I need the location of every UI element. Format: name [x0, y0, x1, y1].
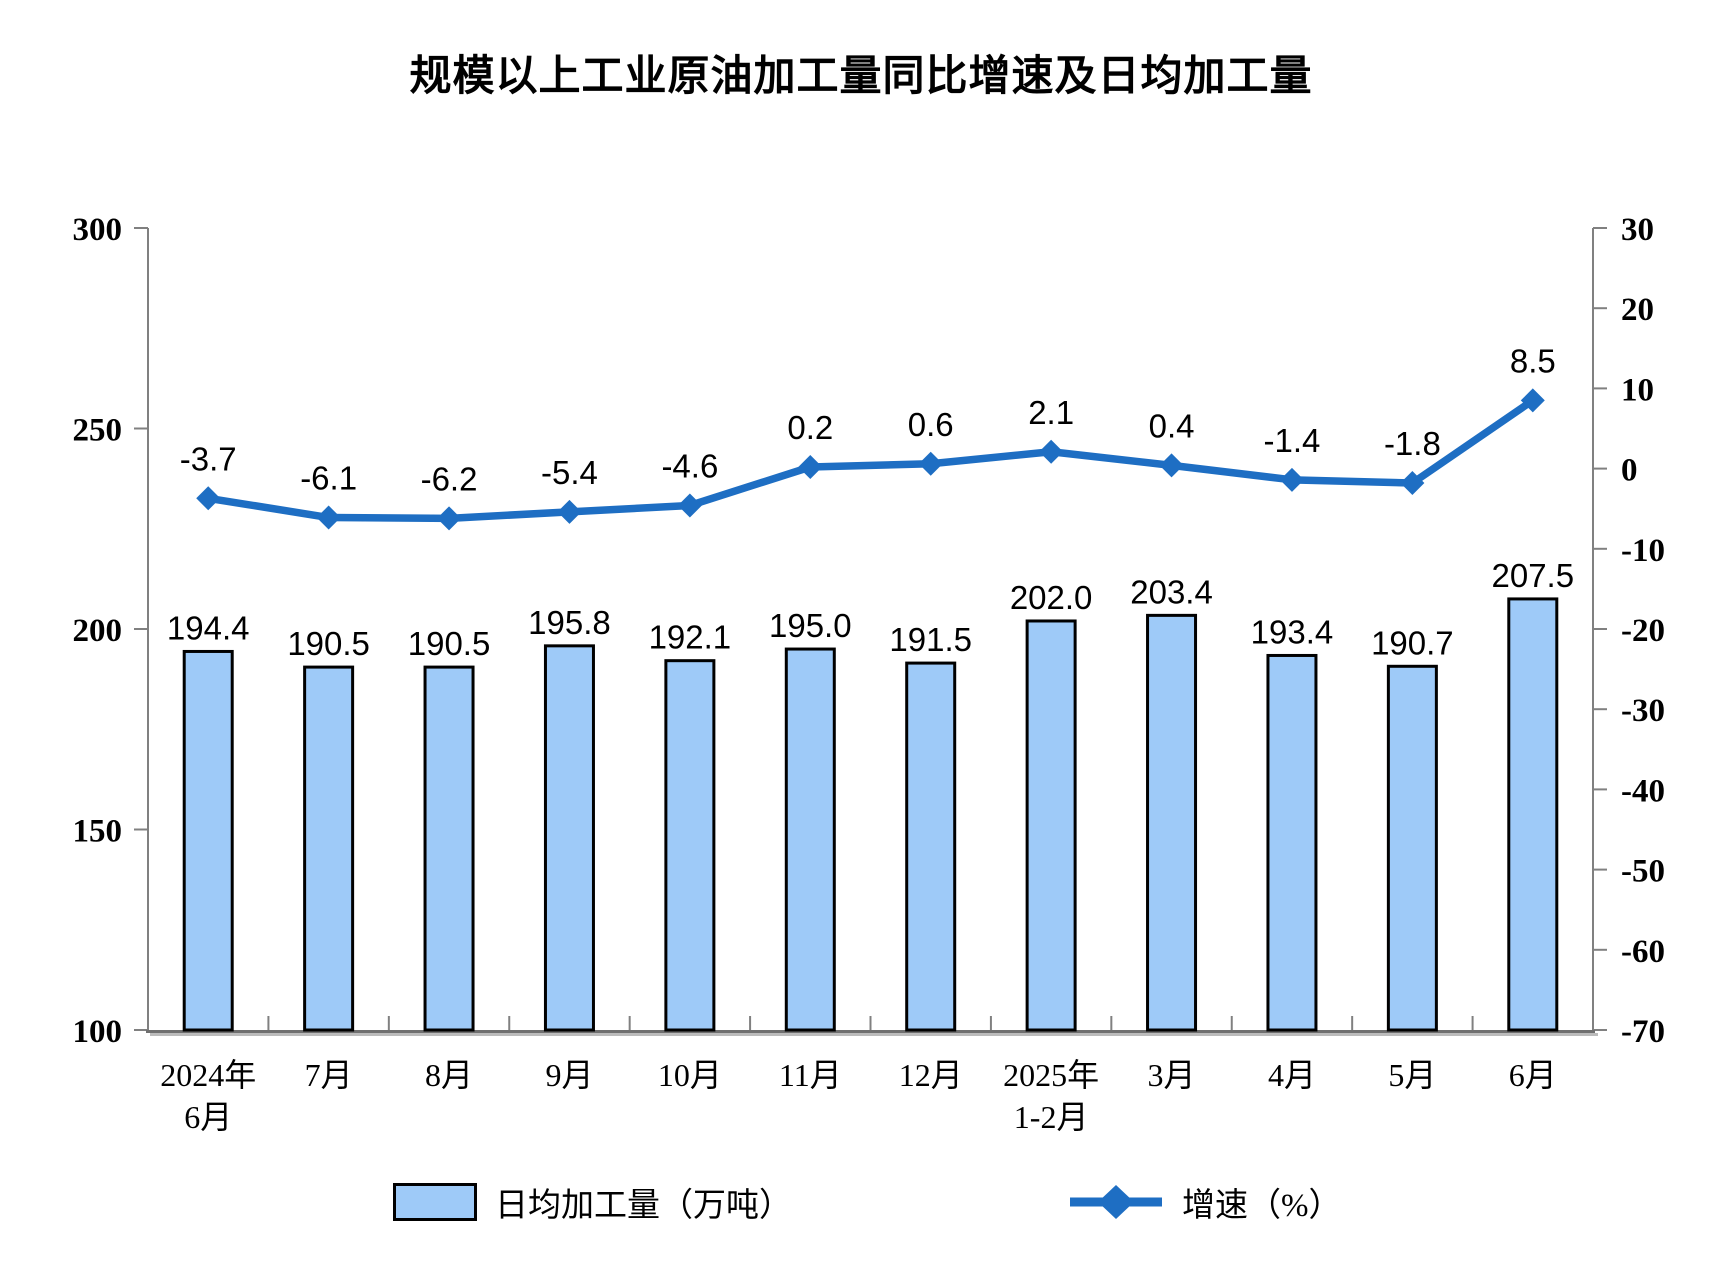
line-point-label: 0.6	[908, 406, 954, 443]
line-point	[1400, 471, 1425, 496]
legend-line-label: 增速（%）	[1182, 1188, 1342, 1224]
line-point	[1159, 453, 1184, 478]
left-axis-tick-label: 250	[73, 413, 123, 449]
right-axis-tick-label: -20	[1621, 613, 1665, 649]
bar-value-label: 190.5	[408, 625, 491, 662]
right-axis-tick-label: -40	[1621, 773, 1665, 809]
bar-value-label: 195.0	[769, 607, 852, 644]
bar	[182, 649, 234, 1032]
chart-title: 规模以上工业原油加工量同比增速及日均加工量	[409, 51, 1313, 100]
x-axis-label: 9月	[545, 1057, 593, 1093]
legend-item-line: 增速（%）	[1068, 1178, 1342, 1226]
line-point	[316, 505, 341, 530]
line-point-label: -1.8	[1384, 425, 1441, 462]
right-axis-tick-label: -10	[1621, 533, 1665, 569]
left-axis-tick-label: 150	[73, 814, 123, 850]
bar	[1266, 653, 1318, 1032]
bar	[1386, 664, 1438, 1032]
legend-item-bar: 日均加工量（万吨）	[393, 1178, 792, 1226]
bar	[664, 659, 716, 1032]
bar-swatch-icon	[393, 1183, 477, 1221]
legend-bar-label: 日均加工量（万吨）	[495, 1188, 792, 1224]
left-axis-tick-label: 300	[73, 212, 123, 248]
bar-value-label: 192.1	[649, 619, 732, 656]
bar-value-label: 207.5	[1491, 557, 1574, 594]
x-axis-label: 4月	[1268, 1057, 1316, 1093]
right-axis-tick-label: -50	[1621, 854, 1665, 890]
line-point-label: 0.2	[787, 409, 833, 446]
right-axis-tick-label: 0	[1621, 453, 1638, 489]
left-axis-tick-label: 200	[73, 613, 123, 649]
line-point-label: -3.7	[180, 440, 237, 477]
line-point-label: -1.4	[1264, 422, 1321, 459]
line-point-label: -5.4	[541, 454, 598, 491]
x-axis-label: 2024年 6月	[160, 1057, 256, 1135]
bar-value-label: 193.4	[1251, 613, 1334, 650]
right-axis-tick-label: 10	[1621, 372, 1654, 408]
bar-value-label: 190.5	[287, 625, 370, 662]
bar	[543, 644, 595, 1032]
right-axis-tick-label: 30	[1621, 212, 1654, 248]
bar-value-label: 190.7	[1371, 624, 1454, 661]
x-axis-label: 8月	[425, 1057, 473, 1093]
line-point-label: -6.2	[421, 460, 478, 497]
bar	[905, 661, 957, 1032]
line-point	[1039, 439, 1064, 464]
line-point	[677, 493, 702, 518]
bar	[1507, 597, 1559, 1032]
bar	[784, 647, 836, 1032]
line-point	[798, 454, 823, 479]
line-point-label: -6.1	[300, 460, 357, 497]
x-axis-label: 2025年 1-2月	[1003, 1057, 1099, 1135]
bar	[423, 665, 475, 1032]
x-axis-label: 10月	[658, 1057, 722, 1093]
line-point	[437, 506, 462, 531]
right-axis-tick-label: -30	[1621, 693, 1665, 729]
x-axis-label: 12月	[899, 1057, 963, 1093]
bar-value-label: 191.5	[889, 621, 972, 658]
bar	[1146, 613, 1198, 1032]
bar-value-label: 203.4	[1130, 573, 1213, 610]
right-axis-tick-label: 20	[1621, 292, 1654, 328]
line-point	[1520, 388, 1545, 413]
right-axis-tick-label: -60	[1621, 934, 1665, 970]
line-point-label: -4.6	[661, 447, 718, 484]
growth-line	[204, 396, 1537, 523]
bar-value-label: 195.8	[528, 604, 611, 641]
right-axis-tick-label: -70	[1621, 1014, 1665, 1050]
bar-value-label: 202.0	[1010, 579, 1093, 616]
bar	[1025, 619, 1077, 1032]
bar	[303, 665, 355, 1032]
x-axis-label: 11月	[779, 1057, 842, 1093]
line-point	[196, 486, 221, 511]
x-axis-label: 7月	[305, 1057, 353, 1093]
line-point	[557, 499, 582, 524]
left-axis-tick-label: 100	[73, 1014, 123, 1050]
x-axis-label: 6月	[1509, 1057, 1557, 1093]
line-point-label: 8.5	[1510, 342, 1556, 379]
x-axis-label: 3月	[1148, 1057, 1196, 1093]
legend-line-diamond	[1098, 1185, 1134, 1219]
line-point-label: 2.1	[1028, 394, 1074, 431]
x-axis-label: 5月	[1388, 1057, 1436, 1093]
bar-value-label: 194.4	[167, 609, 250, 646]
line-point	[918, 451, 943, 476]
line-point	[1279, 467, 1304, 492]
line-point-label: 0.4	[1149, 407, 1195, 444]
line-swatch-icon	[1070, 1185, 1162, 1219]
